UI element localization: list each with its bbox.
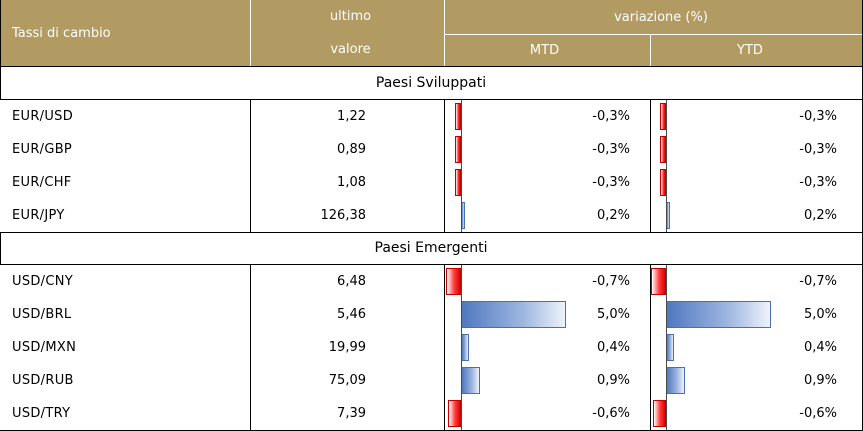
currency-pair: USD/TRY [12,406,71,421]
mtd-change: 0,9% [596,373,630,388]
mtd-bar [454,103,461,130]
currency-pair: USD/MXN [12,340,77,355]
table-row: USD/CNY 6,48 -0,7% -0,7% [0,265,862,299]
header-ytd: YTD [651,35,863,66]
table-row: USD/TRY 7,39 -0,6% -0,6% [0,397,862,431]
mtd-change: 0,2% [596,208,630,223]
ytd-bar [659,136,666,163]
mtd-bar [454,136,461,163]
last-value: 75,09 [328,373,366,388]
table-row: EUR/GBP 0,89 -0,3% -0,3% [0,133,862,167]
currency-pair: USD/RUB [12,373,74,388]
currency-pair: EUR/JPY [12,208,65,223]
header-label-variazione: variazione (%) [614,9,708,25]
last-value: 5,46 [337,307,366,322]
header-label-mtd: MTD [529,43,560,58]
ytd-bar [659,169,666,196]
last-value: 7,39 [337,406,366,421]
mtd-bar [461,301,566,328]
header-mtd: MTD [445,35,650,66]
currency-pair: EUR/GBP [12,142,73,157]
ytd-change: -0,6% [799,406,837,421]
header-tassi-di-cambio: Tassi di cambio [0,0,250,66]
section-title-emergenti: Paesi Emergenti [0,232,862,264]
last-value: 0,89 [337,142,366,157]
mtd-bar [446,268,461,295]
table-row: EUR/JPY 126,38 0,2% 0,2% [0,199,862,233]
ytd-change: -0,7% [799,274,837,289]
table-row: EUR/USD 1,22 -0,3% -0,3% [0,100,862,134]
table-row: USD/RUB 75,09 0,9% 0,9% [0,364,862,398]
header-variazione: variazione (%) [445,0,863,34]
last-value: 1,22 [337,109,366,124]
mtd-change: -0,3% [592,142,630,157]
currency-pair: USD/BRL [12,307,72,322]
ytd-bar [666,301,771,328]
mtd-change: 0,4% [596,340,630,355]
last-value: 1,08 [337,175,366,190]
ytd-change: 0,9% [803,373,837,388]
header-label-ultimo: ultimo [329,9,372,24]
header-ultimo: ultimo [251,0,444,33]
ytd-bar [651,268,666,295]
header-valore: valore [251,33,444,66]
mtd-change: -0,6% [592,406,630,421]
mtd-change: -0,3% [592,175,630,190]
currency-pair: USD/CNY [12,274,73,289]
section-title-sviluppati: Paesi Sviluppati [0,67,862,99]
mtd-change: 5,0% [596,307,630,322]
table-row: EUR/CHF 1,08 -0,3% -0,3% [0,166,862,200]
ytd-change: -0,3% [799,175,837,190]
ytd-bar [653,400,666,427]
mtd-bar [448,400,461,427]
mtd-change: -0,7% [592,274,630,289]
ytd-change: 0,4% [803,340,837,355]
ytd-change: -0,3% [799,142,837,157]
last-value: 19,99 [328,340,366,355]
header-label-tassi: Tassi di cambio [12,25,111,41]
table-row: USD/BRL 5,46 5,0% 5,0% [0,298,862,332]
last-value: 6,48 [337,274,366,289]
ytd-change: 5,0% [803,307,837,322]
ytd-bar [659,103,666,130]
last-value: 126,38 [320,208,367,223]
ytd-change: 0,2% [803,208,837,223]
header-label-valore: valore [330,42,371,57]
currency-pair: EUR/USD [12,109,74,124]
currency-pair: EUR/CHF [12,175,72,190]
header-label-ytd: YTD [737,43,763,58]
table-row: USD/MXN 19,99 0,4% 0,4% [0,331,862,365]
mtd-bar [454,169,461,196]
ytd-change: -0,3% [799,109,837,124]
mtd-change: -0,3% [592,109,630,124]
